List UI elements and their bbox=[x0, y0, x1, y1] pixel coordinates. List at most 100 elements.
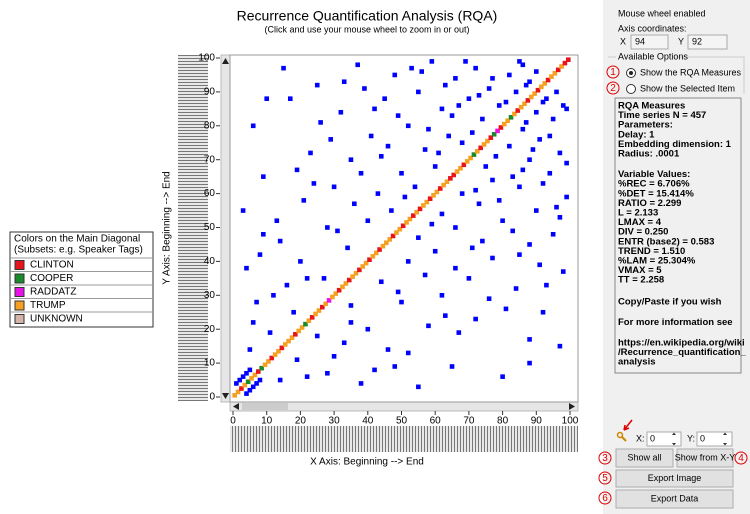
recurrence-point bbox=[402, 194, 408, 200]
export-image-button[interactable] bbox=[615, 469, 734, 488]
option-measures[interactable]: Show the RQA Measures bbox=[640, 67, 742, 77]
radio-selected[interactable] bbox=[626, 84, 636, 94]
show-from-xy-label[interactable]: Show from X-Y bbox=[675, 452, 736, 462]
legend-title: Colors on the Main Diagonal bbox=[14, 234, 140, 245]
measure-line: %REC = 6.706% bbox=[618, 179, 690, 190]
annotation-circle bbox=[606, 81, 620, 95]
measure-line: %LAM = 25.304% bbox=[618, 256, 696, 267]
scroll-right[interactable] bbox=[569, 403, 575, 410]
recurrence-point bbox=[261, 231, 266, 237]
diagonal-cell bbox=[249, 376, 254, 381]
diagonal-cell bbox=[360, 264, 366, 269]
h-scroll-thumb[interactable] bbox=[242, 403, 288, 410]
diagonal-cell bbox=[313, 311, 318, 317]
diagonal-cell bbox=[532, 91, 537, 96]
zoom-y-input[interactable] bbox=[696, 431, 733, 447]
show-from-xy-button[interactable] bbox=[676, 448, 734, 468]
recurrence-point bbox=[443, 82, 448, 88]
diagonal-cell bbox=[417, 206, 423, 212]
recurrence-point bbox=[311, 181, 317, 186]
recurrence-point bbox=[304, 374, 310, 379]
recurrence-point bbox=[399, 299, 404, 305]
diagonal-cell bbox=[421, 203, 426, 208]
x-axis-label: X Axis: Beginning --> End bbox=[310, 457, 424, 468]
scroll-left[interactable] bbox=[233, 403, 239, 410]
recurrence-point bbox=[284, 282, 290, 288]
diagonal-cell bbox=[276, 348, 281, 354]
diagonal-cell bbox=[266, 359, 271, 364]
diagonal-cell bbox=[296, 328, 302, 334]
option-selected[interactable]: Show the Selected Item bbox=[640, 83, 735, 93]
recurrence-point bbox=[537, 137, 542, 142]
legend-label: UNKNOWN bbox=[30, 314, 83, 325]
recurrence-point bbox=[547, 170, 553, 176]
recurrence-point bbox=[355, 62, 360, 68]
options-frame bbox=[608, 56, 745, 94]
diagonal-cell bbox=[512, 111, 517, 117]
diagonal-cell bbox=[316, 308, 322, 313]
v-scrollbar[interactable] bbox=[220, 54, 231, 403]
zoom-icon bbox=[616, 431, 624, 439]
annotation-circle bbox=[606, 65, 620, 79]
diagonal-cell bbox=[491, 131, 497, 137]
recurrence-point bbox=[318, 120, 323, 125]
annotation: 1 bbox=[610, 67, 616, 78]
recurrence-point bbox=[294, 357, 300, 363]
y-coord-box[interactable] bbox=[687, 34, 728, 50]
recurrence-point bbox=[480, 238, 485, 244]
diagonal-cell bbox=[427, 196, 433, 201]
x-tick-label: 70 bbox=[463, 416, 475, 427]
export-data-button[interactable] bbox=[615, 489, 734, 509]
measure-line: DIV = 0.250 bbox=[618, 227, 668, 238]
recurrence-point bbox=[416, 235, 421, 240]
y-tick-label: 90 bbox=[204, 87, 216, 98]
recurrence-point bbox=[405, 259, 411, 264]
recurrence-point bbox=[385, 347, 391, 352]
recurrence-point bbox=[298, 259, 303, 264]
show-all-button[interactable] bbox=[615, 448, 674, 468]
x-tick-label: 30 bbox=[329, 416, 341, 427]
x-coord-box[interactable] bbox=[630, 34, 669, 50]
zoom-x-input[interactable] bbox=[646, 431, 682, 447]
recurrence-point bbox=[557, 215, 563, 220]
diagonal-cell bbox=[252, 372, 258, 378]
show-all-label[interactable]: Show all bbox=[627, 452, 661, 462]
recurrence-point bbox=[560, 103, 566, 108]
recurrence-point bbox=[321, 276, 327, 281]
diagonal-cell bbox=[481, 142, 487, 147]
recurrence-point bbox=[473, 187, 478, 193]
diagonal-cell bbox=[346, 277, 352, 283]
diagonal-cell bbox=[545, 77, 551, 83]
recurrence-point bbox=[469, 130, 475, 135]
x-tick-label: 10 bbox=[261, 416, 273, 427]
recurrence-point bbox=[527, 157, 532, 162]
recurrence-point bbox=[264, 96, 269, 101]
recurrence-point bbox=[439, 106, 445, 112]
diagonal-cell bbox=[326, 298, 332, 303]
x-tick-label: 100 bbox=[562, 416, 579, 427]
scroll-up[interactable] bbox=[222, 58, 229, 64]
diagonal-cell bbox=[373, 250, 379, 256]
recurrence-point bbox=[419, 69, 425, 74]
diagonal-cell bbox=[508, 115, 514, 120]
recurrence-point bbox=[432, 248, 438, 254]
recurrence-point bbox=[544, 282, 549, 288]
diagonal-cell bbox=[562, 60, 568, 66]
export-image-label[interactable]: Export Image bbox=[648, 473, 702, 483]
scroll-down[interactable] bbox=[222, 393, 229, 399]
x-label-clutter bbox=[230, 426, 578, 452]
legend-swatch bbox=[14, 314, 25, 324]
measures-box[interactable] bbox=[614, 97, 742, 374]
diagonal-cell bbox=[434, 189, 440, 195]
annotation: 5 bbox=[602, 473, 608, 484]
diagonal-cell bbox=[518, 104, 524, 110]
diagonal-cell bbox=[387, 237, 393, 242]
recurrence-point bbox=[507, 143, 512, 149]
recurrence-point bbox=[365, 218, 371, 224]
recurrence-point bbox=[257, 252, 263, 257]
export-data-label[interactable]: Export Data bbox=[651, 493, 699, 503]
x-tick-label: 20 bbox=[295, 416, 307, 427]
recurrence-point bbox=[348, 157, 354, 162]
recurrence-point bbox=[486, 296, 492, 301]
recurrence-point bbox=[250, 123, 256, 129]
